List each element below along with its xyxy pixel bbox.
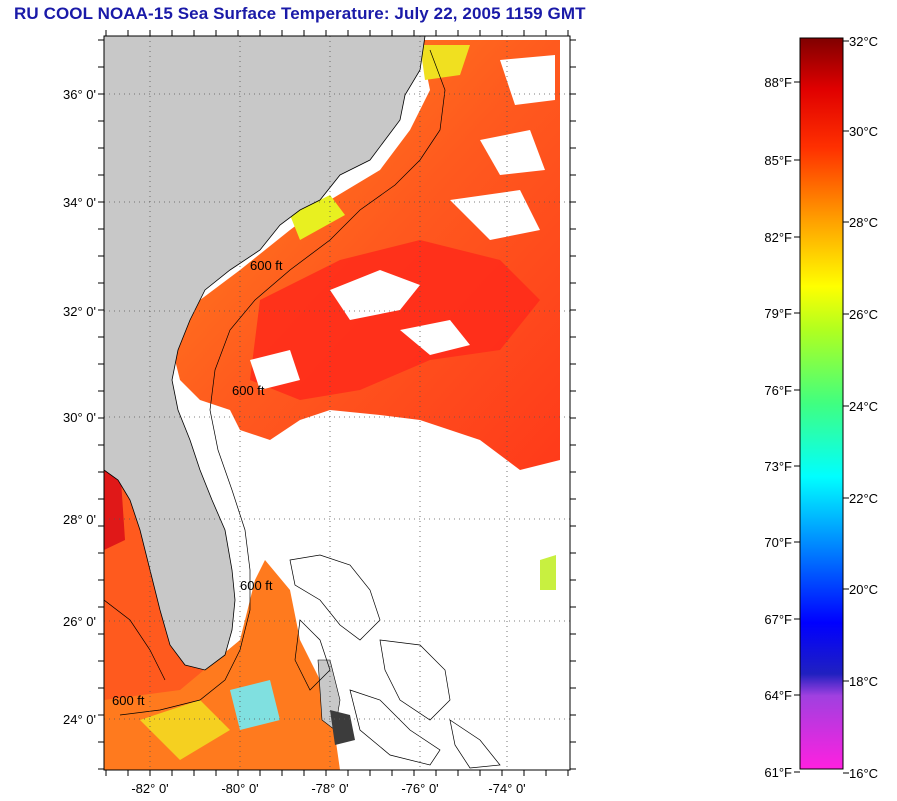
fahrenheit-label: 82°F [764,230,792,245]
sst-cool-patch [540,555,556,590]
celsius-label: 32°C [849,34,878,49]
fahrenheit-label: 76°F [764,383,792,398]
fahrenheit-label: 70°F [764,535,792,550]
celsius-label: 22°C [849,491,878,506]
latitude-label: 24° 0' [63,712,96,727]
latitude-label: 26° 0' [63,614,96,629]
land-us-coast [104,36,426,671]
celsius-label: 24°C [849,399,878,414]
sst-cool-patch [230,680,280,730]
fahrenheit-label: 88°F [764,75,792,90]
longitude-label: -74° 0' [488,781,525,796]
sst-hot-core [250,240,540,400]
cloud-patches [250,55,555,390]
celsius-labels: 32°C 30°C 28°C 26°C 24°C 22°C 20°C 18°C 16°C [843,34,878,781]
fahrenheit-label: 61°F [764,765,792,780]
celsius-label: 28°C [849,215,878,230]
fahrenheit-label: 79°F [764,306,792,321]
celsius-label: 20°C [849,582,878,597]
longitude-label: -82° 0' [131,781,168,796]
latitude-label: 34° 0' [63,195,96,210]
fahrenheit-label: 64°F [764,688,792,703]
celsius-label: 26°C [849,307,878,322]
latitude-label: 30° 0' [63,410,96,425]
map-title: RU COOL NOAA-15 Sea Surface Temperature:… [14,4,586,23]
latitude-label: 28° 0' [63,512,96,527]
contour-label: 600 ft [240,578,273,593]
sst-cool-patch [290,195,345,240]
longitude-label: -78° 0' [311,781,348,796]
celsius-label: 18°C [849,674,878,689]
celsius-label: 30°C [849,124,878,139]
latitude-label: 32° 0' [63,304,96,319]
fahrenheit-label: 85°F [764,153,792,168]
fahrenheit-label: 67°F [764,612,792,627]
sst-cool-patch [140,700,230,760]
fahrenheit-labels: 88°F 85°F 82°F 79°F 76°F 73°F 70°F 67°F 64°F 61°F [764,75,800,780]
bathymetry-contours [104,49,501,769]
latitude-labels: 36° 0' 34° 0' 32° 0' 30° 0' 28° 0' 26° 0' 24° … [63,87,96,727]
map-frame [103,35,571,771]
land-bahamas-dark [330,710,355,745]
longitude-label: -80° 0' [221,781,258,796]
latitude-label: 36° 0' [63,87,96,102]
contour-label: 600 ft [112,693,145,708]
contour-label: 600 ft [250,258,283,273]
longitude-labels: -82° 0' -80° 0' -78° 0' -76° 0' -74° 0' [131,781,525,796]
celsius-label: 16°C [849,766,878,781]
longitude-label: -76° 0' [401,781,438,796]
sst-cool-patch [420,45,470,80]
color-scale-bar [799,37,844,770]
map-ticks [98,30,576,776]
fahrenheit-label: 73°F [764,459,792,474]
